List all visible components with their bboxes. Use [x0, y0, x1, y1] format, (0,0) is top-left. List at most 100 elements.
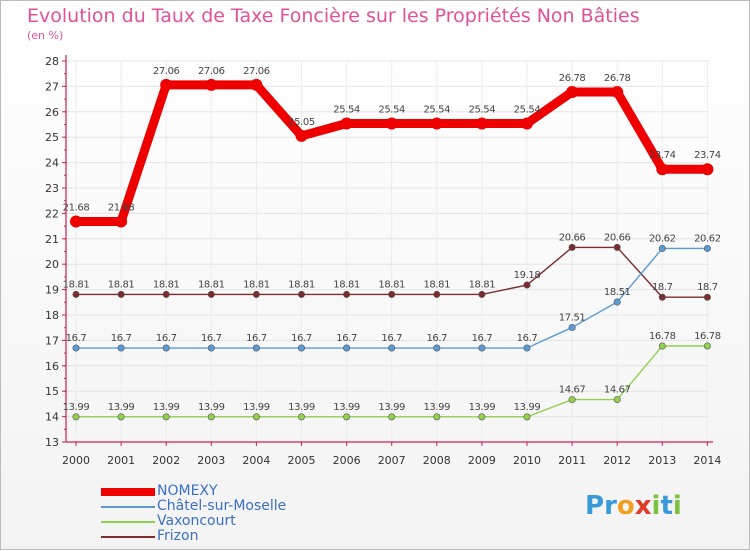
- data-label: 27.06: [198, 66, 225, 77]
- data-point: [385, 117, 398, 130]
- y-tick-label: 28: [45, 55, 59, 68]
- data-point: [475, 117, 488, 130]
- data-point: [658, 244, 666, 252]
- data-label: 16.7: [66, 333, 87, 344]
- data-label: 21.68: [63, 203, 90, 214]
- legend-label: Vaxoncourt: [157, 513, 236, 529]
- data-point: [343, 344, 351, 352]
- data-label: 16.7: [336, 333, 357, 344]
- data-label: 23.74: [649, 150, 676, 161]
- data-point: [207, 344, 215, 352]
- logo-letter: o: [616, 491, 635, 521]
- data-point: [478, 290, 486, 298]
- data-point: [72, 344, 80, 352]
- data-label: 20.62: [694, 233, 721, 244]
- logo-letter: x: [634, 491, 652, 521]
- data-label: 13.99: [423, 402, 450, 413]
- data-label: 20.66: [604, 232, 631, 243]
- data-point: [656, 163, 669, 176]
- data-point: [523, 413, 531, 421]
- data-label: 16.7: [291, 333, 312, 344]
- data-point: [611, 85, 624, 98]
- logo-letter: i: [651, 491, 661, 521]
- data-label: 13.99: [288, 402, 315, 413]
- x-tick-label: 2003: [197, 454, 225, 467]
- x-tick-label: 2009: [468, 454, 496, 467]
- data-label: 20.66: [559, 232, 586, 243]
- data-point: [521, 117, 533, 130]
- data-label: 14.67: [559, 385, 586, 396]
- x-tick-label: 2011: [558, 454, 586, 467]
- data-point: [117, 344, 125, 352]
- y-tick-label: 22: [45, 207, 59, 220]
- data-point: [430, 117, 443, 130]
- y-tick-label: 26: [45, 106, 59, 119]
- data-point: [568, 396, 576, 404]
- y-tick-label: 23: [45, 182, 59, 195]
- data-point: [162, 344, 170, 352]
- data-label: 18.81: [333, 279, 360, 290]
- y-tick-label: 18: [45, 309, 59, 322]
- data-point: [250, 78, 263, 91]
- x-tick-label: 2006: [333, 454, 361, 467]
- data-label: 23.74: [694, 150, 721, 161]
- y-tick-label: 16: [45, 360, 59, 373]
- data-label: 13.99: [243, 402, 270, 413]
- x-tick-label: 2013: [648, 454, 676, 467]
- legend-swatch: [101, 488, 155, 496]
- data-point: [340, 117, 353, 130]
- data-point: [613, 298, 621, 306]
- data-label: 16.78: [694, 331, 721, 342]
- data-point: [568, 323, 576, 331]
- x-tick-label: 2001: [107, 454, 135, 467]
- legend-label: Châtel-sur-Moselle: [157, 498, 287, 514]
- x-tick-label: 2002: [152, 454, 180, 467]
- x-tick-label: 2014: [693, 454, 721, 467]
- data-label: 18.7: [697, 282, 718, 293]
- data-label: 18.51: [604, 287, 631, 298]
- data-point: [297, 290, 305, 298]
- data-point: [343, 413, 351, 421]
- data-label: 16.7: [156, 333, 177, 344]
- logo-letter: t: [660, 491, 673, 521]
- data-label: 13.99: [469, 402, 496, 413]
- data-label: 25.05: [288, 117, 315, 128]
- y-tick-label: 17: [45, 334, 59, 347]
- data-label: 20.62: [649, 233, 676, 244]
- data-label: 16.7: [111, 333, 132, 344]
- x-tick-label: 2012: [603, 454, 631, 467]
- data-label: 18.81: [469, 279, 496, 290]
- y-tick-label: 27: [45, 80, 59, 93]
- legend-label: NOMEXY: [157, 483, 218, 499]
- data-label: 17.51: [559, 312, 586, 323]
- data-point: [117, 413, 125, 421]
- data-point: [566, 85, 579, 98]
- x-tick-label: 2008: [423, 454, 451, 467]
- x-tick-label: 2007: [378, 454, 406, 467]
- data-label: 13.99: [333, 402, 360, 413]
- data-point: [115, 215, 128, 228]
- y-tick-label: 19: [45, 284, 59, 297]
- data-label: 25.54: [378, 104, 405, 115]
- data-point: [523, 281, 531, 289]
- data-label: 25.54: [333, 104, 360, 115]
- y-tick-label: 20: [45, 258, 59, 271]
- data-point: [703, 342, 711, 350]
- logo-letter: P: [585, 491, 605, 521]
- logo-letter: i: [672, 491, 682, 521]
- x-tick-label: 2000: [62, 454, 90, 467]
- data-label: 13.99: [198, 402, 225, 413]
- data-label: 26.78: [559, 73, 586, 84]
- y-tick-label: 21: [45, 233, 59, 246]
- data-point: [388, 290, 396, 298]
- data-label: 16.7: [201, 333, 222, 344]
- data-label: 18.81: [153, 279, 180, 290]
- data-point: [252, 413, 260, 421]
- data-label: 16.7: [381, 333, 402, 344]
- data-point: [433, 290, 441, 298]
- data-point: [162, 290, 170, 298]
- data-label: 18.7: [652, 282, 673, 293]
- data-label: 27.06: [153, 66, 180, 77]
- data-point: [433, 413, 441, 421]
